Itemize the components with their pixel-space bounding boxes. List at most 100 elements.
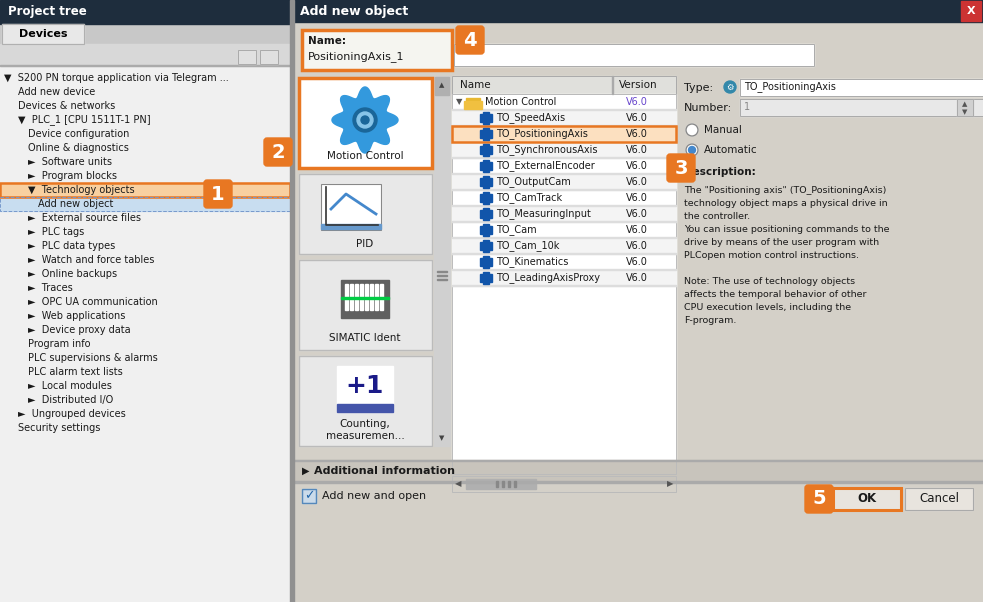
Circle shape: [357, 112, 373, 128]
Text: Description:: Description:: [684, 167, 756, 177]
Text: ►  PLC tags: ► PLC tags: [28, 227, 85, 237]
Bar: [337, 404, 393, 412]
Bar: [360, 284, 363, 310]
Text: PID: PID: [357, 239, 374, 249]
Text: You can issue positioning commands to the: You can issue positioning commands to th…: [684, 225, 890, 234]
Text: Automatic: Automatic: [704, 145, 758, 155]
Text: ▼  Technology objects: ▼ Technology objects: [28, 185, 135, 195]
Bar: [299, 174, 432, 254]
Text: Counting,: Counting,: [339, 419, 390, 429]
Bar: [452, 270, 676, 286]
Bar: [452, 476, 676, 492]
Bar: [238, 50, 256, 64]
Text: CPU execution levels, including the: CPU execution levels, including the: [684, 303, 851, 312]
Bar: [294, 22, 983, 602]
Bar: [321, 184, 381, 230]
Circle shape: [688, 146, 696, 154]
Text: Add new device: Add new device: [18, 87, 95, 97]
Bar: [452, 142, 676, 158]
Bar: [612, 76, 613, 94]
Text: ►  Web applications: ► Web applications: [28, 311, 126, 321]
Bar: [452, 94, 676, 474]
Bar: [294, 481, 983, 482]
Text: SIMATIC Ident: SIMATIC Ident: [329, 333, 401, 343]
Bar: [483, 176, 489, 188]
Bar: [483, 144, 489, 156]
Bar: [483, 192, 489, 204]
Bar: [480, 258, 492, 266]
Bar: [290, 0, 294, 602]
Bar: [302, 489, 316, 503]
Bar: [833, 488, 901, 510]
Bar: [302, 30, 452, 70]
Text: V6.0: V6.0: [626, 161, 648, 171]
Bar: [302, 30, 452, 70]
Text: ✓: ✓: [304, 489, 315, 503]
Text: V6.0: V6.0: [626, 209, 648, 219]
Text: TO_OutputCam: TO_OutputCam: [496, 176, 571, 187]
Text: Cancel: Cancel: [919, 492, 959, 506]
Text: V6.0: V6.0: [626, 241, 648, 251]
Bar: [2, 24, 84, 44]
Bar: [464, 101, 482, 109]
Bar: [957, 99, 973, 116]
Text: +1: +1: [346, 374, 384, 398]
Bar: [294, 482, 983, 602]
Text: Type:: Type:: [684, 83, 713, 93]
Bar: [302, 489, 316, 503]
Bar: [345, 284, 348, 310]
Bar: [260, 50, 278, 64]
Text: V6.0: V6.0: [626, 177, 648, 187]
Bar: [480, 178, 492, 186]
Circle shape: [686, 124, 698, 136]
Text: ►  Ungrouped devices: ► Ungrouped devices: [18, 409, 126, 419]
Bar: [480, 146, 492, 154]
Text: 4: 4: [463, 31, 477, 49]
Bar: [375, 284, 378, 310]
Bar: [437, 275, 447, 276]
Bar: [380, 284, 383, 310]
Bar: [321, 184, 381, 230]
Bar: [740, 79, 983, 96]
Text: Security settings: Security settings: [18, 423, 100, 433]
Bar: [483, 256, 489, 268]
Bar: [452, 110, 676, 126]
Bar: [452, 76, 676, 94]
Text: Version: Version: [619, 80, 658, 90]
Text: TO_Kinematics: TO_Kinematics: [496, 256, 568, 267]
Text: TO_LeadingAxisProxy: TO_LeadingAxisProxy: [496, 273, 600, 284]
Text: Add new object: Add new object: [300, 4, 408, 17]
Bar: [740, 99, 983, 116]
Bar: [480, 130, 492, 138]
Text: ▶: ▶: [666, 480, 673, 488]
Bar: [480, 162, 492, 170]
Text: Motion Control: Motion Control: [326, 151, 403, 161]
Text: ►  Watch and force tables: ► Watch and force tables: [28, 255, 154, 265]
Text: TO_ExternalEncoder: TO_ExternalEncoder: [496, 161, 595, 172]
Bar: [299, 174, 432, 254]
Text: ▼: ▼: [439, 435, 444, 441]
Bar: [350, 284, 353, 310]
Text: Devices: Devices: [19, 29, 67, 39]
Text: V6.0: V6.0: [626, 225, 648, 235]
Bar: [299, 356, 432, 446]
Bar: [321, 224, 381, 229]
Bar: [454, 44, 814, 66]
Bar: [294, 460, 983, 482]
Bar: [833, 488, 901, 510]
Text: PLC alarm text lists: PLC alarm text lists: [28, 367, 123, 377]
Text: PLCopen motion control instructions.: PLCopen motion control instructions.: [684, 251, 859, 260]
Bar: [365, 284, 368, 310]
Text: TO_Cam_10k: TO_Cam_10k: [496, 241, 559, 252]
Bar: [480, 226, 492, 234]
Bar: [480, 210, 492, 218]
Text: ▼: ▼: [456, 98, 462, 107]
Bar: [294, 460, 983, 461]
Bar: [740, 79, 983, 96]
Text: PLC supervisions & alarms: PLC supervisions & alarms: [28, 353, 157, 363]
Bar: [480, 274, 492, 282]
Text: OK: OK: [857, 492, 877, 506]
Text: TO_PositioningAxis: TO_PositioningAxis: [744, 81, 836, 93]
Bar: [452, 206, 676, 222]
Text: Add new and open: Add new and open: [322, 491, 426, 501]
